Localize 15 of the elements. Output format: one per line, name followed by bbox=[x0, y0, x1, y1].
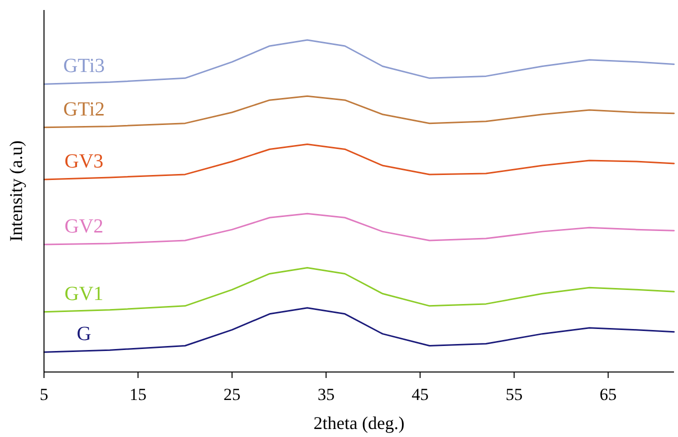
series-label: GV2 bbox=[64, 216, 104, 238]
x-tick-label: 55 bbox=[506, 385, 523, 404]
x-axis-title: 2theta (deg.) bbox=[314, 413, 404, 433]
x-tick-label: 35 bbox=[318, 385, 335, 404]
series-label: G bbox=[76, 323, 92, 346]
y-axis-title: Intensity (a.u) bbox=[6, 140, 26, 242]
x-tick-label: 45 bbox=[412, 385, 429, 404]
series-label: GV3 bbox=[64, 150, 104, 172]
x-tick-label: 5 bbox=[40, 385, 48, 404]
series-label: GTi2 bbox=[63, 98, 105, 120]
series-label: GV1 bbox=[64, 282, 104, 305]
x-tick-label: 15 bbox=[130, 385, 147, 404]
series-label: GTi3 bbox=[63, 55, 105, 78]
x-tick-label: 25 bbox=[224, 385, 241, 404]
x-tick-label: 65 bbox=[600, 385, 617, 404]
